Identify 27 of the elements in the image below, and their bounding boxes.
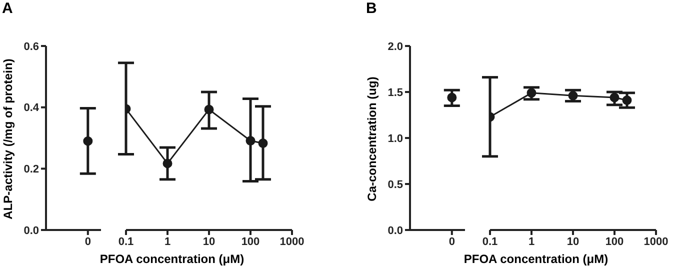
y-tick-label: 0.4 [24, 102, 40, 114]
y-tick-label: 1.5 [388, 86, 403, 99]
x-tick-label: 100 [241, 236, 260, 248]
y-tick-label: 0.5 [388, 178, 403, 191]
x-tick-label: 1000 [644, 236, 668, 248]
chart-title: B [366, 0, 377, 17]
x-tick-label: 0.1 [482, 236, 498, 248]
y-axis-title: Ca-concentration (ug) [365, 76, 379, 202]
x-tick-label: 0.1 [118, 236, 134, 248]
y-tick-label: 0.0 [24, 224, 39, 237]
y-tick-label: 0.6 [24, 40, 39, 53]
y-tick-label: 1.0 [388, 132, 403, 145]
y-tick-label: 0.2 [24, 164, 39, 176]
y-axis-title: ALP-activity (/mg of protein) [1, 58, 15, 220]
x-tick-label: 1000 [280, 236, 304, 248]
y-tick-label: 0.0 [388, 224, 403, 237]
x-axis-title: PFOA concentration (μM) [100, 252, 244, 266]
x-tick-label: 0 [84, 236, 91, 248]
x-tick-label: 100 [605, 236, 624, 248]
x-tick-label: 1 [528, 236, 535, 248]
x-axis-title: PFOA concentration (μM) [464, 252, 608, 266]
x-tick-label: 10 [566, 236, 580, 248]
y-tick-label: 2.0 [388, 40, 403, 53]
chart-title: A [2, 0, 13, 17]
x-tick-label: 0 [448, 236, 455, 248]
x-tick-label: 1 [164, 236, 171, 248]
x-tick-label: 10 [202, 236, 216, 248]
